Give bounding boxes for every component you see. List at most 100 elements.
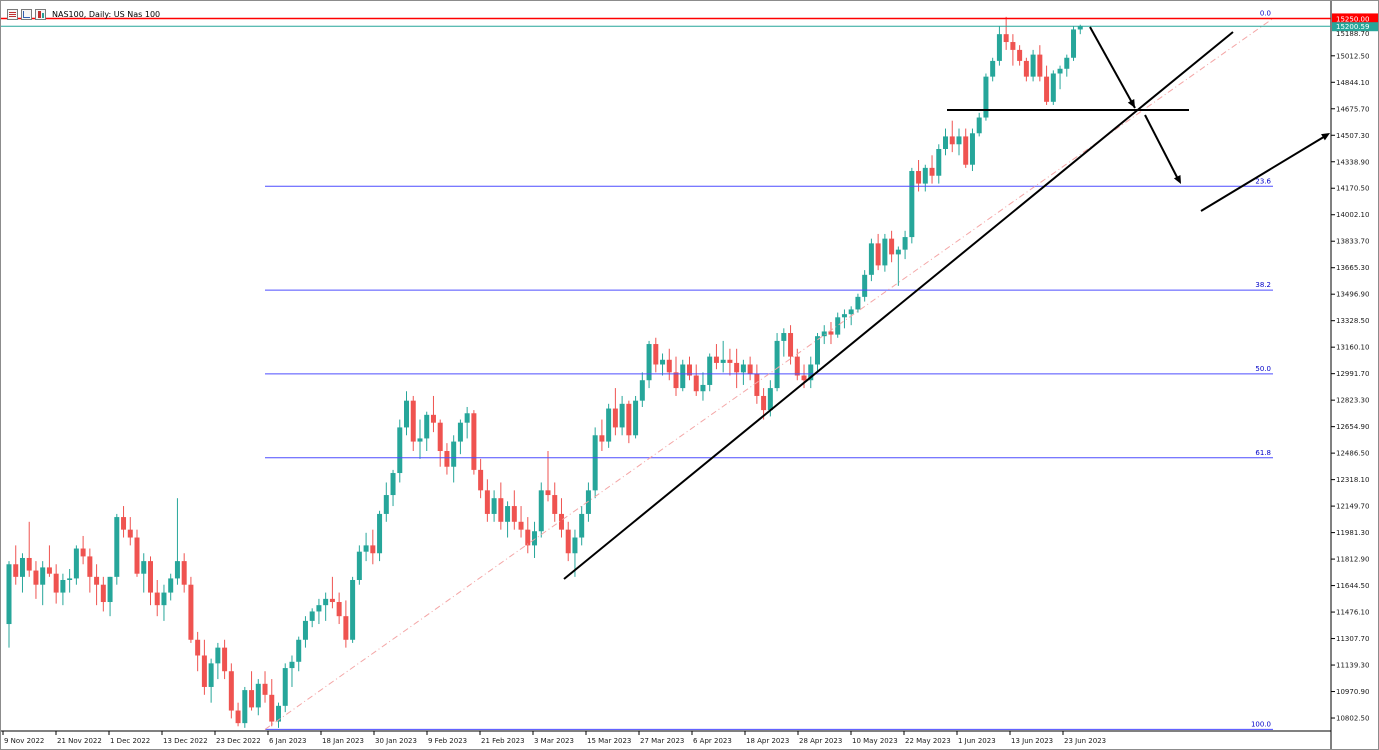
candle-body — [1077, 26, 1083, 30]
candle-body — [222, 647, 228, 672]
candle-body — [370, 545, 376, 554]
candle-body — [471, 413, 477, 470]
candle-body — [532, 531, 538, 546]
candle-body — [895, 249, 901, 255]
candle-body — [67, 578, 73, 580]
y-tick-label: 12654.90 — [1336, 423, 1369, 431]
candle-body — [154, 592, 160, 606]
y-tick-label: 12991.70 — [1336, 370, 1369, 378]
y-tick-label: 12318.10 — [1336, 476, 1369, 484]
x-tick-label: 9 Feb 2023 — [428, 737, 467, 745]
candle-body — [94, 576, 100, 585]
candle-body — [309, 611, 315, 621]
x-tick-label: 6 Jan 2023 — [269, 737, 307, 745]
candle-body — [592, 435, 598, 491]
candle-body — [828, 331, 834, 335]
candle-body — [100, 584, 106, 603]
candle-body — [855, 296, 861, 310]
candle-body — [889, 238, 895, 255]
candle-body — [943, 136, 949, 149]
candle-body — [612, 408, 618, 428]
candle-body — [484, 490, 490, 514]
candle-body — [26, 557, 32, 571]
candle-body — [841, 314, 847, 318]
candle-body — [747, 364, 753, 374]
candle-body — [161, 592, 167, 606]
candle-body — [815, 336, 820, 365]
list-icon[interactable] — [7, 8, 18, 20]
y-tick-label: 15012.50 — [1336, 52, 1369, 60]
x-tick-label: 1 Dec 2022 — [110, 737, 150, 745]
x-tick-label: 18 Jan 2023 — [322, 737, 364, 745]
arrow-down-line — [1089, 26, 1136, 109]
candles-icon[interactable] — [35, 8, 46, 20]
candle-body — [727, 359, 733, 363]
candle-body — [862, 274, 868, 297]
candle-body — [774, 340, 780, 389]
y-tick-label: 14844.10 — [1336, 79, 1369, 87]
y-tick-label: 13665.30 — [1336, 264, 1369, 272]
y-tick-label: 14507.30 — [1336, 132, 1369, 140]
candle-body — [929, 167, 935, 176]
price-tag-hline — [1332, 13, 1378, 24]
candle-body — [451, 441, 457, 467]
candle-body — [680, 364, 686, 389]
x-tick-label: 23 Dec 2022 — [216, 737, 261, 745]
x-tick-label: 18 Apr 2023 — [746, 737, 789, 745]
candle-body — [269, 694, 275, 722]
candle-body — [545, 490, 551, 496]
price-tag-current — [1332, 22, 1378, 32]
candle-body — [949, 136, 955, 145]
candle-body — [1064, 57, 1070, 69]
candle-body — [653, 344, 659, 365]
candle-body — [808, 364, 814, 381]
candle-body — [585, 490, 591, 514]
candle-body — [767, 388, 773, 411]
y-tick-label: 12149.70 — [1336, 503, 1369, 511]
candle-body — [909, 171, 915, 238]
candle-body — [215, 647, 221, 664]
y-tick-label: 12486.50 — [1336, 450, 1369, 458]
candle-body — [868, 243, 874, 275]
candle-body — [127, 529, 133, 538]
candle-body — [639, 380, 645, 401]
x-tick-label: 30 Jan 2023 — [375, 737, 417, 745]
candle-body — [377, 513, 383, 554]
candle-body — [134, 537, 140, 574]
candle-body — [208, 663, 214, 687]
x-tick-label: 28 Apr 2023 — [799, 737, 842, 745]
candle-body — [249, 690, 255, 708]
y-tick-label: 13833.70 — [1336, 238, 1369, 246]
candle-body — [781, 333, 787, 341]
y-tick-label: 12823.30 — [1336, 397, 1369, 405]
chart-icon[interactable] — [21, 8, 32, 20]
candle-body — [686, 364, 692, 376]
candle-body — [195, 639, 201, 656]
candle-body — [296, 639, 302, 662]
arrow-down-line-2 — [1144, 114, 1180, 182]
fib-level-label: 50.0 — [1255, 365, 1271, 373]
y-tick-label: 13160.10 — [1336, 344, 1369, 352]
x-tick-label: 3 Mar 2023 — [534, 737, 574, 745]
price-tag-secondary-label: 15188.70 — [1336, 30, 1369, 38]
candle-body — [626, 403, 632, 436]
x-tick-label: 22 May 2023 — [905, 737, 951, 745]
candle-body — [1023, 60, 1029, 77]
candle-body — [181, 561, 187, 585]
y-tick-label: 13328.50 — [1336, 317, 1369, 325]
candle-body — [794, 356, 800, 376]
y-tick-label: 10970.90 — [1336, 688, 1369, 696]
x-tick-label: 6 Apr 2023 — [693, 737, 732, 745]
candle-body — [565, 529, 571, 554]
candle-body — [579, 513, 585, 538]
candle-body — [397, 427, 403, 474]
candle-body — [916, 171, 922, 184]
candle-body — [478, 469, 484, 491]
candle-body — [255, 683, 261, 708]
candle-body — [882, 238, 888, 266]
candle-body — [848, 309, 854, 315]
candle-body — [201, 655, 207, 687]
candle-body — [572, 537, 578, 554]
